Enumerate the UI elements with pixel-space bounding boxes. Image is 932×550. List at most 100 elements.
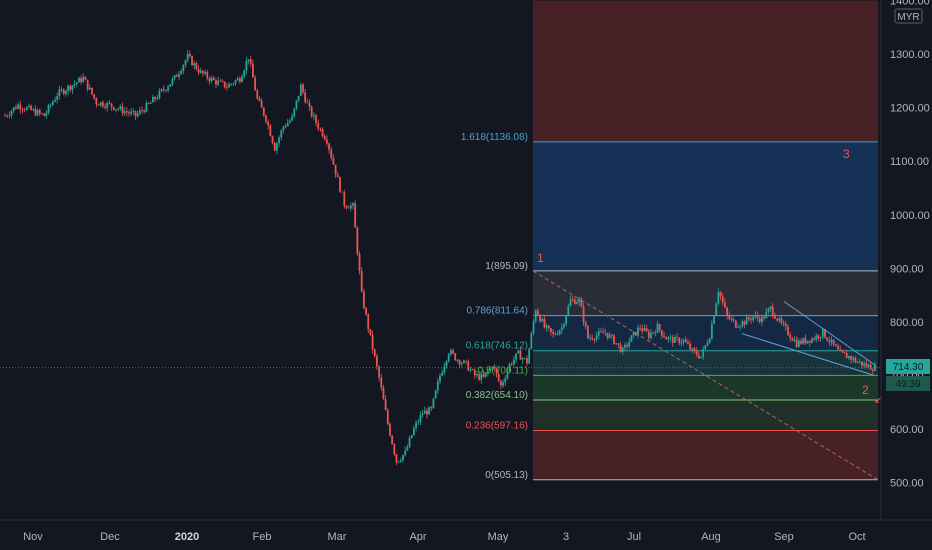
candle <box>449 347 452 357</box>
candle <box>282 125 285 134</box>
candle <box>265 114 267 124</box>
candle <box>306 98 309 104</box>
candle <box>515 353 518 364</box>
candle <box>856 360 859 363</box>
candle <box>371 330 374 354</box>
candle <box>95 97 98 108</box>
candle <box>454 352 457 361</box>
fib-label: 0(505.13) <box>485 470 528 481</box>
candle <box>737 323 739 329</box>
candle <box>811 336 813 344</box>
price-axis[interactable]: 500.00600.00700.00800.00900.001000.00110… <box>880 0 930 520</box>
candle <box>347 205 350 209</box>
fib-label: 0.236(597.16) <box>466 420 528 431</box>
candle <box>75 81 78 88</box>
candle <box>312 112 315 121</box>
candle <box>34 105 37 117</box>
candle <box>43 113 46 117</box>
candle <box>800 338 802 346</box>
candle <box>345 205 348 210</box>
fib-zones <box>533 0 878 481</box>
fib-label: 1(895.09) <box>485 261 528 272</box>
candle <box>258 96 261 102</box>
candle <box>193 60 196 70</box>
candle <box>8 111 11 119</box>
candle <box>67 84 69 96</box>
candle <box>489 366 491 372</box>
candle <box>750 316 752 325</box>
candle <box>204 69 206 75</box>
candle <box>188 50 191 58</box>
candle <box>123 107 126 117</box>
candle <box>595 331 598 342</box>
candle <box>621 346 624 356</box>
candle <box>28 103 30 109</box>
candle <box>91 87 93 96</box>
candle <box>386 408 389 426</box>
currency-badge[interactable]: MYR <box>894 8 923 24</box>
candle <box>145 100 148 113</box>
candle <box>384 395 387 411</box>
candle <box>143 109 146 114</box>
candle <box>841 349 844 353</box>
candle <box>780 315 783 326</box>
candle <box>460 361 463 368</box>
candle <box>284 123 287 129</box>
candle <box>684 336 687 343</box>
candle <box>547 325 550 332</box>
dashed-trend-line <box>532 270 879 481</box>
candle <box>591 334 594 341</box>
candles <box>4 49 876 466</box>
candle <box>584 320 587 330</box>
candle <box>419 411 422 426</box>
candle <box>469 366 472 373</box>
candle <box>19 100 22 114</box>
candle <box>271 135 274 145</box>
candle <box>10 109 13 119</box>
candle <box>508 362 511 373</box>
candle <box>871 367 874 375</box>
candle <box>832 339 835 347</box>
candle <box>650 329 652 340</box>
candle <box>486 369 489 377</box>
candle <box>536 307 539 316</box>
y-tick-label: 800.00 <box>890 317 924 329</box>
candle <box>88 84 91 90</box>
candle <box>178 70 180 81</box>
y-tick-label: 1300.00 <box>890 49 930 61</box>
candle <box>49 103 52 109</box>
svg-text:714.30: 714.30 <box>893 362 924 373</box>
fib-zone <box>533 399 878 431</box>
candle <box>771 303 774 319</box>
candle <box>36 108 39 117</box>
candle <box>247 59 250 65</box>
candle <box>697 351 700 360</box>
candle <box>152 94 154 103</box>
candle <box>795 336 798 349</box>
candle <box>839 345 842 351</box>
candle <box>671 334 674 347</box>
candle <box>82 73 85 84</box>
candle <box>12 107 15 114</box>
candle <box>554 331 557 336</box>
candle <box>713 314 715 325</box>
candle <box>476 370 478 379</box>
candle <box>180 68 183 76</box>
candle <box>217 76 220 87</box>
y-tick-label: 1400.00 <box>890 0 930 8</box>
candle <box>443 362 446 376</box>
candle <box>197 65 200 76</box>
candle <box>167 85 170 93</box>
fib-zone <box>533 0 878 142</box>
candle <box>854 356 857 364</box>
candle <box>484 372 487 379</box>
candle <box>78 76 80 83</box>
time-axis[interactable]: Nov Dec 2020 Feb Mar Apr May 3 Jul Aug Sep Oct <box>0 519 932 543</box>
x-tick-label: 2020 <box>175 531 199 543</box>
svg-text:49:39: 49:39 <box>895 379 920 390</box>
candle <box>463 359 465 364</box>
x-tick-label: Aug <box>701 531 721 543</box>
candle <box>395 453 398 466</box>
candle <box>758 314 761 324</box>
